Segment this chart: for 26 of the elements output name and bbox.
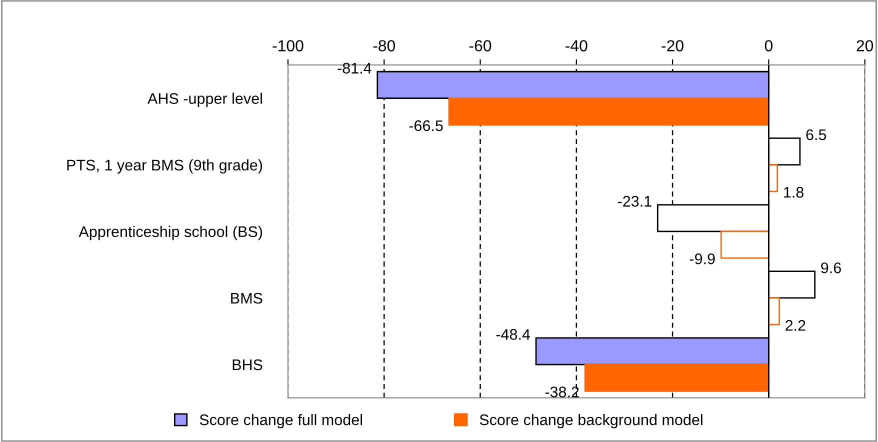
data-label: 6.5	[806, 129, 826, 140]
x-tick-label: 20	[856, 40, 874, 52]
legend-label: Score change background model	[480, 414, 702, 428]
bar	[584, 364, 770, 392]
data-label: 2.2	[786, 320, 806, 331]
data-label: -81.4	[338, 62, 372, 74]
legend-label: Score change full model	[200, 414, 362, 428]
data-label: -38.2	[545, 386, 579, 398]
data-label: -23.1	[618, 196, 652, 207]
x-tick-label: -20	[662, 40, 684, 52]
y-tick-label: BMS	[231, 292, 262, 304]
x-tick-label: -40	[566, 40, 588, 52]
data-label: 9.6	[821, 262, 841, 274]
x-tick-label: -80	[373, 40, 396, 52]
data-label: 1.8	[784, 186, 804, 198]
y-tick-label: BHS	[232, 359, 262, 370]
data-label: -9.9	[690, 253, 715, 264]
x-tick-label: 0	[764, 40, 773, 52]
y-tick-label: PTS, 1 year BMS (9th grade)	[67, 159, 262, 174]
bar	[448, 98, 770, 126]
y-tick-label: AHS -upper level	[148, 92, 262, 107]
data-label: -48.4	[496, 329, 530, 340]
x-tick-label: -100	[272, 40, 304, 52]
x-tick-label: -60	[469, 40, 492, 52]
data-label: -66.5	[409, 120, 443, 132]
y-tick-label: Apprenticeship school (BS)	[78, 226, 262, 240]
